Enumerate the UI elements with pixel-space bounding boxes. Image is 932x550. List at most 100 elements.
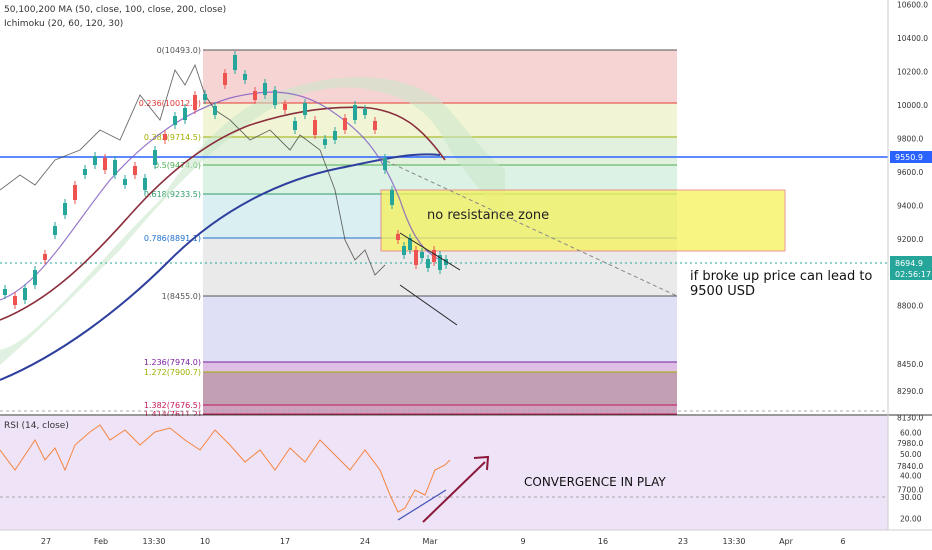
ma-100-line	[0, 106, 446, 321]
candle-body	[303, 103, 307, 115]
fib-level-label: 0.382(9714.5)	[144, 133, 201, 142]
time-axis-tick: 17	[280, 537, 290, 546]
candle-body	[333, 131, 337, 140]
candle-body	[313, 120, 317, 135]
rsi-axis-tick: 20.00	[900, 515, 922, 524]
price-axis-tick: 10200.0	[897, 68, 928, 77]
price-axis-tick: 8450.0	[897, 360, 923, 369]
line-price-badge	[890, 151, 932, 163]
candle-body	[233, 55, 237, 70]
breakout-note-line2: 9500 USD	[690, 284, 755, 299]
chikou-line	[0, 63, 386, 276]
candle-body	[426, 259, 430, 268]
candle-body	[420, 252, 424, 258]
zone-label: no resistance zone	[427, 208, 549, 223]
rsi-background	[0, 416, 888, 530]
price-axis-tick: 7980.0	[897, 439, 923, 448]
candle-body	[153, 150, 157, 165]
ma-indicator-label[interactable]: 50,100,200 MA (50, close, 100, close, 20…	[4, 5, 227, 15]
price-axis-tick: 9800.0	[897, 134, 923, 143]
candle-body	[383, 158, 387, 170]
rsi-axis-tick: 50.00	[900, 450, 922, 459]
time-axis-tick: 16	[598, 537, 608, 546]
fib-level-label: 1(8455.0)	[162, 292, 201, 301]
rsi-convergence-line	[397, 489, 447, 521]
candle-body	[390, 190, 394, 205]
rsi-indicator-label[interactable]: RSI (14, close)	[4, 421, 69, 431]
candle-body	[123, 179, 127, 185]
candle-body	[193, 95, 197, 110]
time-axis-tick: 27	[41, 537, 51, 546]
candle-body	[263, 83, 267, 95]
dotted-projection-line	[379, 157, 678, 297]
line-price-badge-text: 9550.9	[895, 153, 923, 162]
candle-body	[323, 139, 327, 145]
fib-zone-fill	[203, 362, 677, 372]
fib-level-label: 0(10493.0)	[157, 46, 201, 55]
price-axis-tick: 7700.0	[897, 486, 923, 495]
fib-level-label: 1.382(7676.5)	[144, 401, 201, 410]
candle-body	[13, 296, 17, 305]
candle-body	[396, 234, 400, 240]
time-axis-tick: 9	[520, 537, 525, 546]
candle-body	[223, 73, 227, 85]
candle-body	[73, 185, 77, 200]
candle-body	[438, 255, 442, 270]
price-axis-tick: 7840.0	[897, 462, 923, 471]
price-axis-tick: 9400.0	[897, 201, 923, 210]
candle-body	[63, 203, 67, 215]
time-axis-tick: 10	[200, 537, 210, 546]
ma-200-line	[0, 153, 441, 381]
candle-body	[173, 116, 177, 125]
ma-50-line	[0, 91, 441, 301]
time-axis-tick: 24	[360, 537, 370, 546]
candle-body	[203, 94, 207, 100]
candle-body	[363, 109, 367, 115]
candle-body	[133, 166, 137, 175]
candle-body	[213, 106, 217, 115]
time-axis-tick: 6	[840, 537, 845, 546]
time-axis-tick: Feb	[94, 537, 108, 546]
candle-body	[183, 108, 187, 120]
current-price-badge-text: 8694.9	[895, 259, 923, 268]
price-axis-tick: 9200.0	[897, 235, 923, 244]
price-axis-tick: 8290.0	[897, 387, 923, 396]
candle-body	[253, 91, 257, 100]
price-axis-tick: 9600.0	[897, 168, 923, 177]
time-axis-tick: 13:30	[142, 537, 165, 546]
price-axis-tick: 8130.0	[897, 414, 923, 423]
candle-body	[353, 105, 357, 120]
candle-body	[293, 121, 297, 130]
time-axis-tick: 23	[678, 537, 688, 546]
rsi-axis-tick: 30.00	[900, 493, 922, 502]
price-axis-tick: 10400.0	[897, 34, 928, 43]
fib-zone-fill	[203, 372, 677, 405]
time-axis-tick: Mar	[422, 537, 438, 546]
price-axis-tick: 10600.0	[897, 1, 928, 10]
fib-level-label: 1.236(7974.0)	[144, 358, 201, 367]
convergence-arrow-shaft	[422, 461, 486, 523]
candle-body	[432, 250, 436, 262]
falling-wedge-top	[399, 232, 461, 271]
candle-body	[283, 104, 287, 110]
candle-body	[113, 160, 117, 175]
candle-body	[103, 158, 107, 170]
fib-level-label: 0.236(10012.0)	[139, 99, 201, 108]
fib-level-label: 0.618(9233.5)	[144, 190, 201, 199]
candle-body	[23, 288, 27, 300]
candle-body	[93, 156, 97, 165]
rsi-axis-tick: 40.00	[900, 472, 922, 481]
price-axis-tick: 8800.0	[897, 302, 923, 311]
candle-body	[373, 121, 377, 130]
convergence-arrow-head	[473, 455, 490, 471]
candle-timer-text: 02:56:17	[895, 270, 931, 279]
fib-zone-fill	[203, 165, 677, 194]
candle-body	[3, 289, 7, 295]
ichimoku-indicator-label[interactable]: Ichimoku (20, 60, 120, 30)	[4, 19, 124, 29]
candle-body	[53, 226, 57, 235]
fib-level-label: 1.272(7900.7)	[144, 368, 201, 377]
fib-zone-fill	[203, 405, 677, 414]
candle-body	[444, 259, 448, 265]
time-axis-tick: Apr	[779, 537, 794, 546]
